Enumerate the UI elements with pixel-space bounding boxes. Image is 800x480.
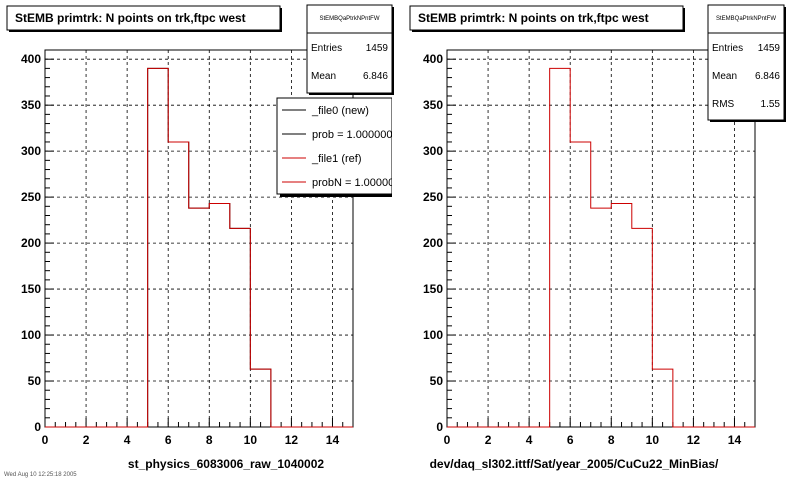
- histogram-panel-2: 0 2 4 6 8 10 12 14 0 50 100 150 200 250 300 350 400 StEMB…: [409, 4, 786, 471]
- histogram-panel-1: 0 2 4 6 8 10 12 14 0 50 100 150 200 250 300 350 400 StEMB…: [6, 4, 400, 471]
- x-tick-label: 6: [567, 433, 574, 447]
- x-tick-label: 0: [444, 433, 451, 447]
- x-tick-label: 14: [728, 433, 742, 447]
- stats-rms-value: 1.55: [761, 99, 781, 110]
- x-tick-label: 4: [124, 433, 131, 447]
- x-axis-title: st_physics_6083006_raw_1040002: [128, 457, 324, 471]
- stats-name: StEMBQaPtrkNPntFW: [716, 16, 776, 22]
- title-box: [6, 5, 281, 31]
- y-tick-label: 50: [430, 374, 444, 388]
- legend-entry-3: _file1 (ref): [311, 153, 362, 165]
- x-tick-label: 0: [42, 433, 49, 447]
- y-tick-label: 150: [423, 282, 443, 296]
- x-tick-label: 10: [244, 433, 258, 447]
- title-box: [409, 5, 684, 31]
- plot-frame: [446, 49, 756, 428]
- x-tick-label: 8: [206, 433, 213, 447]
- y-tick-label: 150: [21, 282, 41, 296]
- x-tick-label: 12: [285, 433, 299, 447]
- y-tick-label: 200: [423, 236, 443, 250]
- x-tick-label: 2: [485, 433, 492, 447]
- x-tick-label: 10: [646, 433, 660, 447]
- stats-mean-label: Mean: [712, 71, 737, 82]
- stats-box: [306, 4, 393, 94]
- legend-entry-2: prob = 1.000000: [312, 129, 392, 141]
- y-tick-label: 250: [21, 190, 41, 204]
- y-tick-label: 50: [28, 374, 42, 388]
- y-tick-label: 0: [34, 420, 41, 434]
- x-tick-label: 4: [526, 433, 533, 447]
- stats-mean-label: Mean: [311, 71, 336, 82]
- legend-entry-1: _file0 (new): [311, 105, 369, 117]
- y-tick-label: 400: [423, 52, 443, 66]
- y-tick-label: 300: [423, 144, 443, 158]
- x-tick-label: 2: [83, 433, 90, 447]
- legend-entry-4: probN = 1.000000: [312, 177, 400, 189]
- stats-entries-value: 1459: [758, 43, 781, 54]
- stats-entries-label: Entries: [311, 43, 342, 54]
- stats-rms-label: RMS: [712, 99, 735, 110]
- legend: _file0 (new) prob = 1.000000 _file1 (ref) p…: [276, 97, 400, 197]
- y-tick-label: 350: [21, 98, 41, 112]
- stats-mean-value: 6.846: [363, 71, 388, 82]
- stats-entries-label: Entries: [712, 43, 743, 54]
- legend-box: [276, 97, 392, 195]
- chart-title: StEMB primtrk: N points on trk,ftpc west: [15, 11, 246, 25]
- y-tick-label: 100: [21, 328, 41, 342]
- footer-timestamp: Wed Aug 10 12:25:18 2005: [4, 472, 77, 478]
- y-tick-label: 200: [21, 236, 41, 250]
- y-tick-label: 300: [21, 144, 41, 158]
- y-tick-label: 250: [423, 190, 443, 204]
- y-tick-label: 400: [21, 52, 41, 66]
- histogram-series-2: [45, 67, 353, 428]
- stats-mean-value: 6.846: [755, 71, 780, 82]
- y-tick-label: 0: [436, 420, 443, 434]
- y-tick-label: 350: [423, 98, 443, 112]
- x-tick-label: 8: [608, 433, 615, 447]
- x-tick-label: 12: [687, 433, 701, 447]
- chart-title: StEMB primtrk: N points on trk,ftpc west: [418, 11, 649, 25]
- stats-box: [707, 4, 785, 121]
- stats-entries-value: 1459: [366, 43, 389, 54]
- x-tick-label: 14: [326, 433, 340, 447]
- y-tick-label: 100: [423, 328, 443, 342]
- stats-name: StEMBQaPtrkNPntFW: [319, 16, 379, 22]
- x-tick-label: 6: [165, 433, 172, 447]
- x-axis-title: dev/daq_sl302.ittf/Sat/year_2005/CuCu22_…: [430, 457, 719, 471]
- histogram-series-1: [447, 67, 755, 428]
